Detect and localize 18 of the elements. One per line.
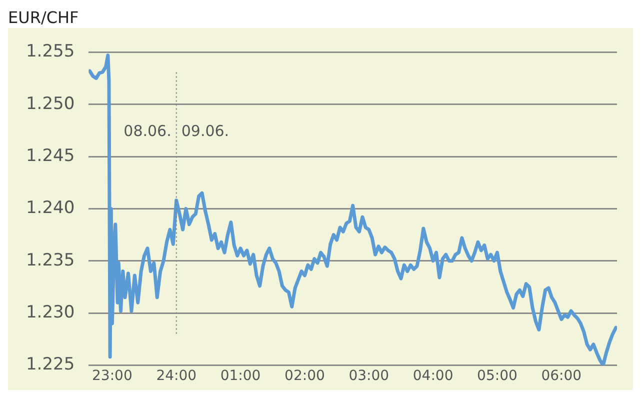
x-tick-label: 24:00 [156,368,197,384]
y-tick-label: 1.240 [26,198,75,218]
x-tick-label: 06:00 [541,368,582,384]
annotation: 08.06. [124,122,172,140]
x-tick-label: 05:00 [477,368,518,384]
x-tick-label: 01:00 [220,368,261,384]
y-tick-label: 1.245 [26,146,75,166]
x-tick-label: 04:00 [412,368,454,384]
y-tick-label: 1.235 [26,250,75,270]
y-tick-label: 1.225 [26,354,75,375]
y-tick-label: 1.250 [26,94,75,114]
x-tick-label: 23:00 [92,368,132,384]
chart-title: EUR/CHF [8,8,80,28]
y-tick-label: 1.230 [26,302,75,322]
x-tick-label: 03:00 [348,368,390,384]
annotation: 09.06. [181,122,230,140]
y-tick-label: 1.255 [26,42,75,62]
x-tick-label: 02:00 [284,368,325,384]
